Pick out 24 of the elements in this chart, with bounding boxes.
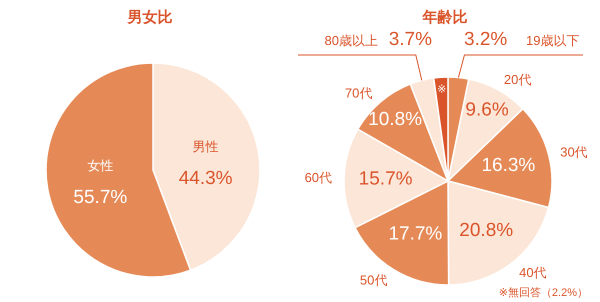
slice-label: 60代: [304, 170, 332, 186]
slice-label: 80歳以上: [324, 33, 378, 48]
slice-label: 30代: [560, 144, 588, 160]
data-label: 16.3%: [481, 154, 536, 176]
slice-label: 70代: [344, 86, 372, 101]
data-label: 44.3%: [178, 168, 233, 189]
data-label: 10.8%: [368, 108, 422, 130]
slice-label: 19歳以下: [526, 33, 580, 48]
chart-title: 男女比: [126, 8, 174, 28]
chart-title: 年齢比: [421, 8, 468, 28]
slice-label: 男性: [192, 138, 219, 154]
text: ※無回答（2.2%）: [498, 286, 588, 300]
data-label: 55.7%: [73, 187, 128, 208]
data-label: 3.7%: [388, 29, 432, 50]
slice-label: 40代: [519, 265, 547, 280]
slice-label: ※: [437, 84, 446, 96]
data-label: 9.6%: [465, 99, 509, 120]
data-label: 3.2%: [464, 29, 508, 50]
slice-label: 女性: [87, 158, 114, 174]
data-label: 20.8%: [459, 220, 514, 241]
slice-label: 50代: [360, 272, 388, 288]
data-label: 15.7%: [358, 168, 413, 190]
data-label: 17.7%: [388, 224, 442, 245]
slice-label: 20代: [504, 72, 532, 87]
